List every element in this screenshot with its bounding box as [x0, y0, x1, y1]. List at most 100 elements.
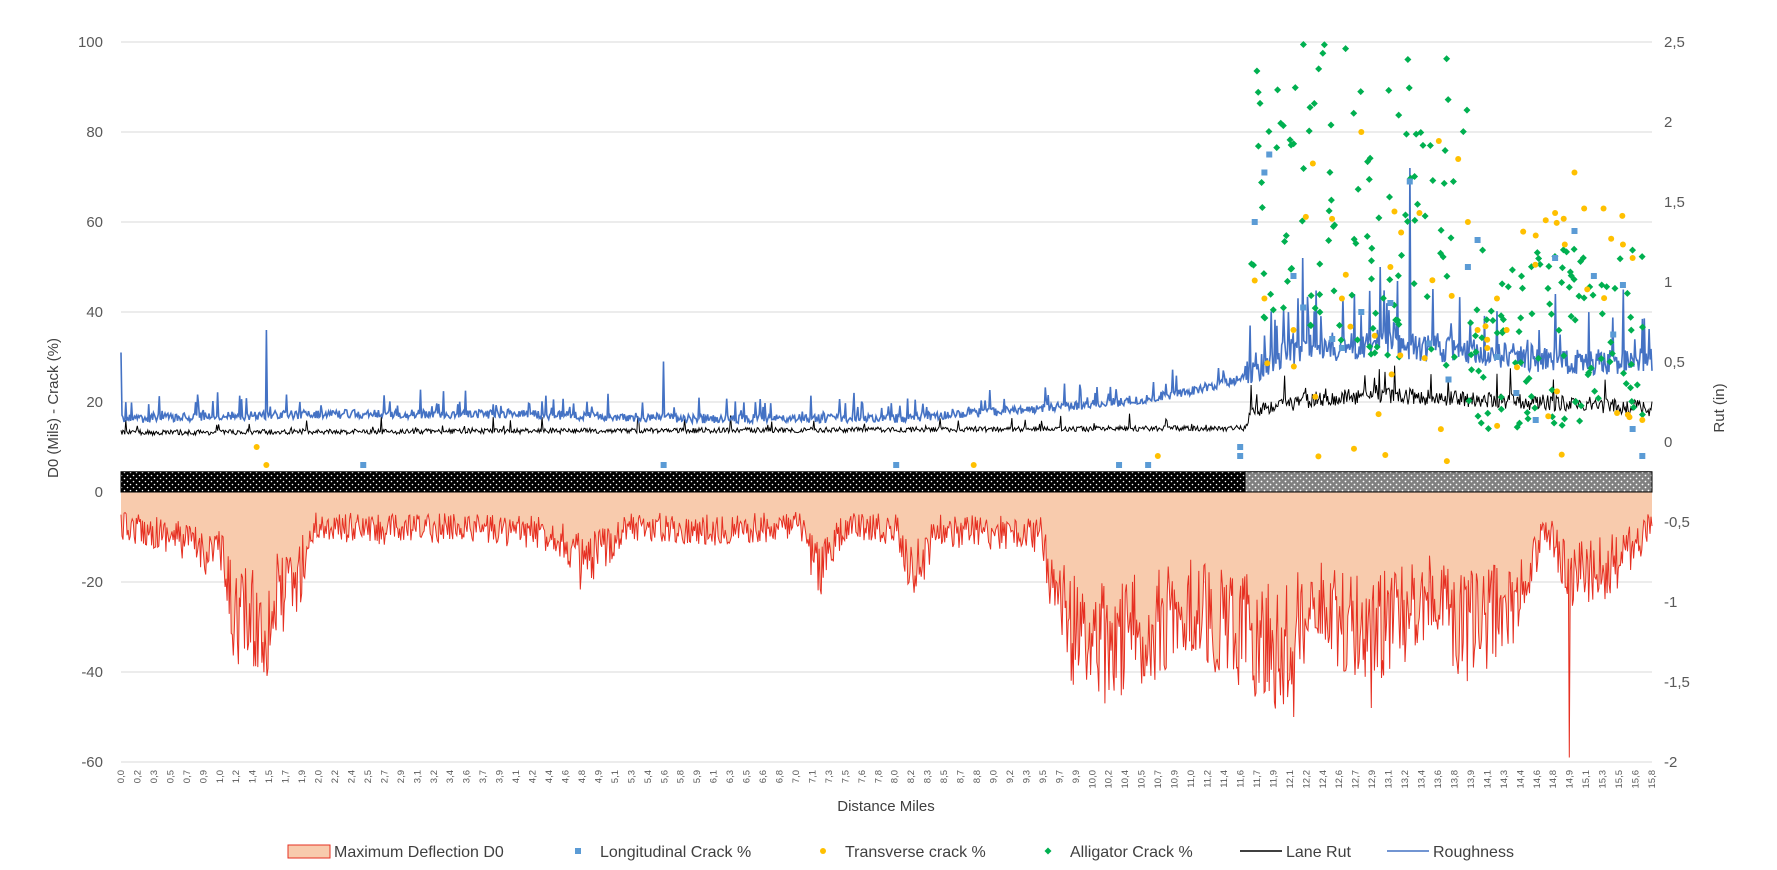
- alligator-crack-point: [1256, 99, 1264, 107]
- x-tick-label: 9,2: [1005, 770, 1016, 783]
- x-tick-label: 3,2: [429, 770, 440, 783]
- alligator-crack-point: [1638, 411, 1646, 419]
- longitudinal-crack-point: [1329, 336, 1336, 342]
- transverse-crack-point: [1493, 295, 1500, 302]
- alligator-crack-point: [1398, 251, 1406, 259]
- x-tick-label: 10,9: [1170, 770, 1181, 789]
- x-tick-label: 9,5: [1038, 770, 1049, 783]
- alligator-crack-point: [1611, 284, 1619, 292]
- section-band: [120, 471, 1653, 493]
- transverse-crack-point: [1494, 422, 1501, 429]
- legend-label: Alligator Crack %: [1070, 844, 1193, 861]
- x-tick-label: 12,4: [1318, 770, 1329, 789]
- alligator-crack-point: [1518, 284, 1526, 292]
- transverse-crack-point: [1382, 452, 1389, 459]
- legend-item: Transverse crack %: [820, 844, 986, 861]
- alligator-crack-point: [1627, 360, 1635, 368]
- transverse-crack-point: [263, 462, 270, 468]
- longitudinal-crack-point: [1406, 178, 1413, 185]
- alligator-crack-point: [1327, 196, 1335, 204]
- transverse-crack-point: [1532, 261, 1539, 268]
- x-tick-label: 14,8: [1548, 770, 1559, 789]
- alligator-crack-point: [1330, 287, 1338, 295]
- x-tick-label: 4,2: [528, 770, 539, 783]
- legend-swatch: [287, 844, 331, 859]
- x-tick-label: 10,5: [1137, 770, 1148, 789]
- y-right-tick-label: -2: [1664, 754, 1677, 771]
- roughness-line: [120, 167, 1653, 426]
- alligator-crack-point: [1254, 88, 1262, 96]
- alligator-crack-point: [1497, 405, 1505, 413]
- transverse-crack-point: [1448, 292, 1455, 299]
- x-tick-label: 13,8: [1449, 770, 1460, 789]
- alligator-crack-point: [1499, 316, 1507, 324]
- alligator-crack-point: [1363, 232, 1371, 240]
- alligator-crack-point: [1404, 55, 1412, 63]
- alligator-crack-point: [1475, 367, 1483, 375]
- alligator-crack-point: [1487, 307, 1495, 315]
- y-right-tick-label: -1,5: [1664, 674, 1690, 691]
- transverse-crack-point: [1629, 255, 1636, 261]
- alligator-crack-point: [1533, 249, 1541, 257]
- alligator-crack-point: [1535, 254, 1543, 262]
- transverse-crack-point: [1443, 458, 1450, 465]
- alligator-crack-point: [1622, 380, 1630, 388]
- alligator-crack-point: [1597, 355, 1605, 363]
- alligator-crack-point: [1290, 140, 1298, 148]
- alligator-crack-point: [1279, 122, 1287, 130]
- x-tick-label: 5,6: [659, 770, 670, 783]
- alligator-crack-point: [1591, 387, 1599, 395]
- alligator-crack-point: [1392, 316, 1400, 324]
- alligator-crack-point: [1367, 275, 1375, 283]
- section-band-2: [1244, 471, 1653, 493]
- transverse-crack-point: [1437, 426, 1444, 433]
- alligator-crack-point: [1607, 338, 1615, 346]
- x-tick-label: 0,9: [198, 770, 209, 783]
- legend-swatch: [1044, 847, 1052, 855]
- alligator-crack-point: [1449, 177, 1457, 185]
- alligator-crack-point: [1402, 130, 1410, 138]
- longitudinal-crack-point: [1116, 462, 1123, 468]
- alligator-crack-point: [1395, 320, 1403, 328]
- longitudinal-crack-point: [1464, 264, 1471, 270]
- alligator-crack-point: [1478, 334, 1486, 342]
- alligator-crack-point: [1395, 111, 1403, 119]
- alligator-crack-point: [1558, 421, 1566, 429]
- longitudinal-crack-point: [1493, 354, 1500, 360]
- alligator-crack-point: [1365, 175, 1373, 183]
- alligator-crack-point: [1558, 278, 1566, 286]
- x-tick-label: 8,5: [939, 770, 950, 783]
- longitudinal-crack-point: [1571, 228, 1578, 234]
- line-series: [120, 167, 1653, 438]
- x-tick-label: 11,0: [1186, 770, 1197, 788]
- transverse-crack-point: [1553, 219, 1560, 226]
- y-left-tick-label: 40: [86, 304, 103, 321]
- alligator-crack-point: [1350, 235, 1358, 243]
- x-tick-label: 3,9: [495, 770, 506, 783]
- transverse-crack-point: [1532, 232, 1539, 239]
- alligator-crack-point: [1484, 409, 1492, 417]
- alligator-crack-point: [1286, 136, 1294, 144]
- alligator-crack-point: [1385, 193, 1393, 201]
- longitudinal-crack-point: [1629, 426, 1636, 432]
- x-tick-label: 9,9: [1071, 770, 1082, 783]
- alligator-crack-point: [1291, 84, 1299, 92]
- alligator-crack-point: [1419, 141, 1427, 149]
- alligator-crack-point: [1504, 283, 1512, 291]
- x-tick-label: 14,1: [1482, 770, 1493, 789]
- transverse-crack-point: [1624, 411, 1631, 418]
- alligator-crack-point: [1497, 393, 1505, 401]
- alligator-crack-point: [1394, 272, 1402, 280]
- transverse-crack-point: [1421, 355, 1428, 362]
- legend-item: Alligator Crack %: [1044, 844, 1193, 861]
- x-tick-label: 3,6: [462, 770, 473, 783]
- alligator-crack-point: [1561, 415, 1569, 423]
- alligator-crack-point: [1630, 403, 1638, 411]
- x-tick-label: 7,1: [807, 770, 818, 783]
- transverse-crack-point: [1371, 332, 1378, 339]
- alligator-crack-point: [1373, 343, 1381, 351]
- longitudinal-crack-point: [1338, 345, 1345, 351]
- x-tick-label: 5,1: [610, 770, 621, 783]
- x-tick-label: 14,6: [1532, 770, 1543, 789]
- y-axis-right-title: Rut (in): [1711, 383, 1728, 432]
